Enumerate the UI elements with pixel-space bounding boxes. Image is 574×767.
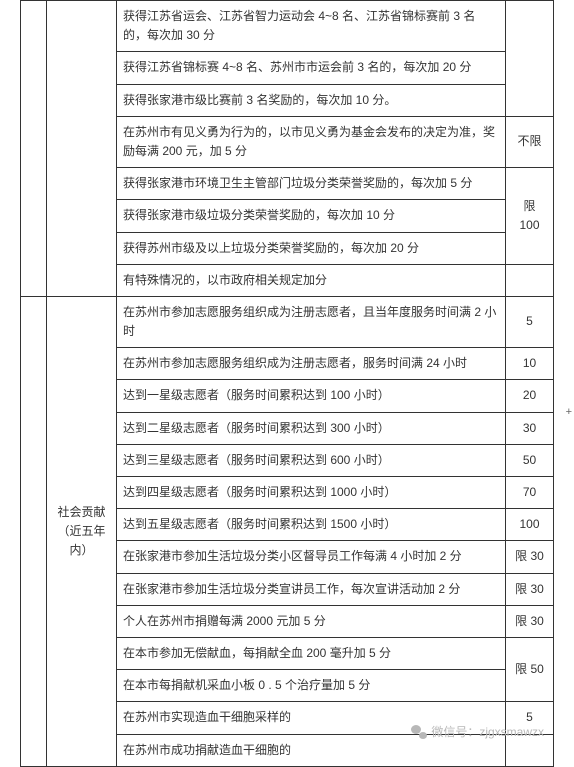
cell-score-empty [506, 264, 554, 296]
cell-score: 50 [506, 444, 554, 476]
document-page: 获得江苏省运会、江苏省智力运动会 4~8 名、江苏省锦标赛前 3 名的，每次加 … [0, 0, 574, 754]
cell-score: 限 50 [506, 637, 554, 701]
cell-desc: 在本市每捐献机采血小板 0 . 5 个治疗量加 5 分 [117, 670, 506, 702]
cell-desc: 达到一星级志愿者（服务时间累积达到 100 小时） [117, 380, 506, 412]
table-row: 社会贡献 （近五年内） 在苏州市参加志愿服务组织成为注册志愿者，且当年度服务时间… [21, 296, 554, 347]
cell-score: 限 30 [506, 541, 554, 573]
plus-mark: + [566, 406, 572, 418]
cell-desc: 有特殊情况的，以市政府相关规定加分 [117, 264, 506, 296]
cell-desc: 获得张家港市级垃圾分类荣誉奖励的，每次加 10 分 [117, 200, 506, 232]
cell-score: 100 [506, 509, 554, 541]
cell-desc: 在苏州市参加志愿服务组织成为注册志愿者，服务时间满 24 小时 [117, 348, 506, 380]
cell-desc: 个人在苏州市捐赠每满 2000 元加 5 分 [117, 605, 506, 637]
cell-score: 限 30 [506, 573, 554, 605]
cell-desc: 在张家港市参加生活垃圾分类宣讲员工作，每次宣讲活动加 2 分 [117, 573, 506, 605]
cell-desc: 达到三星级志愿者（服务时间累积达到 600 小时） [117, 444, 506, 476]
cell-desc: 在苏州市有见义勇为行为的，以市见义勇为基金会发布的决定为准，奖励每满 200 元… [117, 116, 506, 167]
cell-desc: 在本市参加无偿献血，每捐献全血 200 毫升加 5 分 [117, 637, 506, 669]
cell-empty [21, 1, 47, 297]
cell-desc: 达到二星级志愿者（服务时间累积达到 300 小时） [117, 412, 506, 444]
wechat-icon [411, 725, 427, 739]
cell-empty-category [47, 1, 117, 297]
cell-score: 20 [506, 380, 554, 412]
wechat-label: 微信号：zjgxsmawzx [431, 723, 544, 740]
cell-desc: 获得江苏省运会、江苏省智力运动会 4~8 名、江苏省锦标赛前 3 名的，每次加 … [117, 1, 506, 52]
cell-desc: 在苏州市参加志愿服务组织成为注册志愿者，且当年度服务时间满 2 小时 [117, 296, 506, 347]
cell-score-empty [506, 1, 554, 117]
cell-score: 5 [506, 296, 554, 347]
category-label-line2: （近五年内） [57, 524, 105, 557]
cell-desc: 达到四星级志愿者（服务时间累积达到 1000 小时） [117, 477, 506, 509]
cell-desc: 获得苏州市级及以上垃圾分类荣誉奖励的，每次加 20 分 [117, 232, 506, 264]
cell-score: 限 100 [506, 168, 554, 265]
cell-score: 不限 [506, 116, 554, 167]
cell-score: 30 [506, 412, 554, 444]
category-label-line1: 社会贡献 [57, 505, 105, 519]
cell-desc: 获得江苏省锦标赛 4~8 名、苏州市市运会前 3 名的，每次加 20 分 [117, 52, 506, 84]
cell-desc: 获得张家港市环境卫生主管部门垃圾分类荣誉奖励的，每次加 5 分 [117, 168, 506, 200]
scoring-table: 获得江苏省运会、江苏省智力运动会 4~8 名、江苏省锦标赛前 3 名的，每次加 … [20, 0, 554, 767]
wechat-watermark: 微信号：zjgxsmawzx [411, 723, 544, 740]
cell-desc: 达到五星级志愿者（服务时间累积达到 1500 小时） [117, 509, 506, 541]
cell-score: 限 30 [506, 605, 554, 637]
cell-empty [21, 296, 47, 766]
cell-score: 70 [506, 477, 554, 509]
table-row: 获得江苏省运会、江苏省智力运动会 4~8 名、江苏省锦标赛前 3 名的，每次加 … [21, 1, 554, 52]
cell-category: 社会贡献 （近五年内） [47, 296, 117, 766]
cell-desc: 在张家港市参加生活垃圾分类小区督导员工作每满 4 小时加 2 分 [117, 541, 506, 573]
cell-desc: 获得张家港市级比赛前 3 名奖励的，每次加 10 分。 [117, 84, 506, 116]
cell-score: 10 [506, 348, 554, 380]
